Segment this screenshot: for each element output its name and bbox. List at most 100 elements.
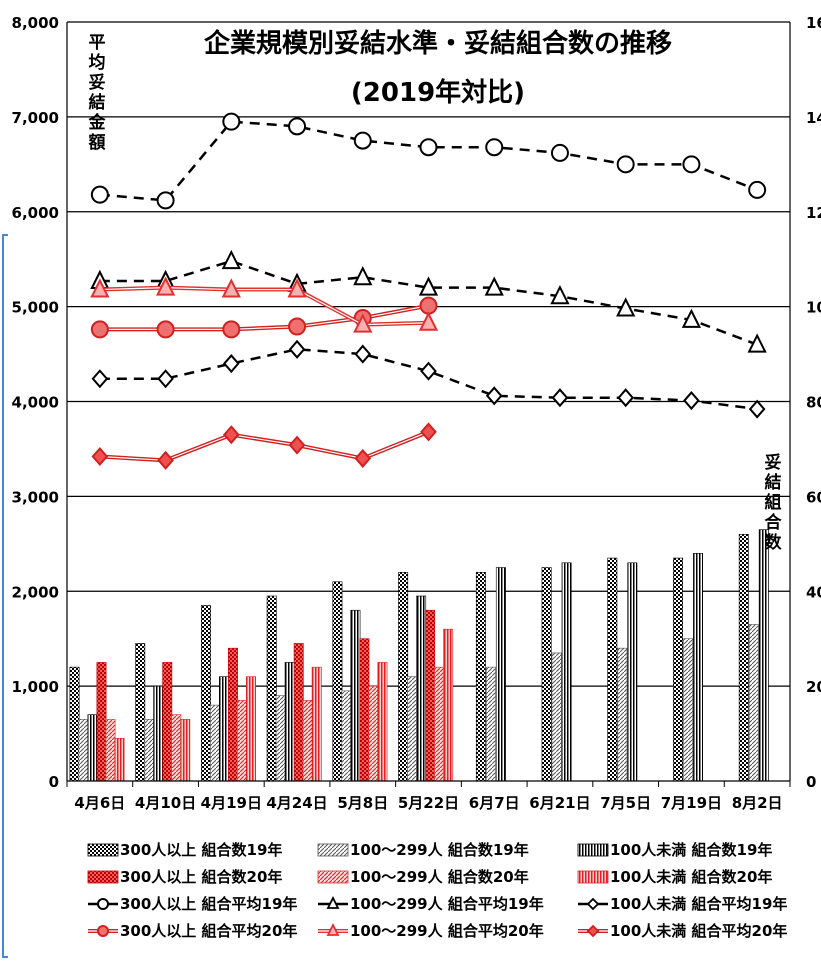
legend-label: 300人以上 組合数19年 [120, 841, 282, 859]
lines-group [90, 112, 767, 470]
data-point [156, 320, 175, 339]
legend-item: 300人以上 組合数20年 [87, 868, 282, 886]
axis-label-char: 数 [765, 532, 783, 553]
x-tick-label: 6月7日 [469, 794, 520, 812]
bar [78, 719, 89, 782]
bar [407, 676, 418, 782]
bar [377, 662, 388, 782]
bar [673, 557, 684, 782]
data-point [353, 313, 373, 333]
data-point [353, 265, 373, 286]
series-line [99, 430, 430, 463]
y-axis-right-label: 妥結組合数 [765, 453, 783, 553]
data-point [485, 138, 504, 157]
legend-item: 100～299人 組合平均20年 [318, 922, 544, 940]
legend-swatch [87, 843, 119, 857]
bar [607, 557, 618, 782]
data-point [551, 388, 569, 408]
axis-label-char: 妥 [765, 453, 782, 473]
data-point [748, 399, 766, 419]
y-left-tick-label: 2,000 [12, 583, 59, 601]
bar [738, 534, 749, 782]
bar [693, 552, 704, 782]
bar [485, 666, 496, 782]
axis-label-char: 合 [765, 512, 783, 533]
legend-marker [586, 897, 600, 911]
bar [475, 571, 486, 782]
data-point [681, 308, 702, 328]
legend-label: 100人未満 組合数20年 [610, 868, 772, 886]
legend-item: 300人以上 組合平均19年 [88, 895, 297, 913]
y-right-tick-label: 60 [806, 488, 821, 506]
bar [69, 666, 80, 782]
line-series [90, 296, 438, 339]
bar [105, 719, 116, 782]
bar [617, 647, 628, 782]
legend: 300人以上 組合数19年 100～299人 組合数19年 100人未満 組合数19… [87, 841, 787, 940]
y-right-tick-label: 120 [806, 204, 821, 222]
y-left-tick-label: 4,000 [12, 394, 59, 412]
axis-label-char: 組 [765, 492, 782, 513]
bar [210, 704, 220, 782]
bar [350, 609, 361, 782]
bar [293, 643, 304, 782]
y-right-tick-label: 100 [806, 299, 821, 317]
bar [368, 685, 379, 782]
legend-item: 100人未満 組合数19年 [577, 841, 772, 859]
data-point [222, 425, 240, 445]
axis-label-char: 均 [89, 52, 106, 73]
data-point [90, 278, 110, 298]
data-point [221, 249, 241, 270]
data-point [90, 320, 109, 339]
y-left-tick-label: 6,000 [12, 204, 59, 222]
series-line [99, 431, 429, 461]
series-line [99, 287, 429, 326]
bar [434, 666, 445, 782]
bar [495, 567, 506, 782]
y-left-tick-label: 8,000 [12, 14, 59, 32]
data-point [91, 447, 109, 467]
x-tick-label: 8月2日 [732, 794, 783, 812]
line-series [90, 112, 767, 210]
data-point [91, 369, 109, 389]
legend-marker [586, 924, 600, 938]
data-point [485, 386, 503, 406]
data-point [288, 435, 306, 455]
data-point [420, 422, 437, 442]
bar [266, 595, 277, 782]
axis-label-char: 金 [88, 112, 107, 133]
bar [87, 714, 98, 782]
legend-label: 300人以上 組合平均19年 [120, 895, 297, 913]
legend-swatch [87, 870, 119, 884]
data-point [287, 278, 307, 298]
legend-swatch [577, 870, 609, 884]
legend-label: 300人以上 組合数20年 [120, 868, 282, 886]
x-tick-label: 4月6日 [74, 794, 125, 812]
legend-marker [326, 895, 340, 909]
data-point [354, 344, 372, 364]
series-line [99, 305, 429, 330]
y-right-tick-label: 40 [806, 583, 821, 601]
legend-item: 100人未満 組合平均19年 [578, 895, 787, 913]
data-point [156, 191, 175, 210]
bar [302, 700, 313, 782]
legend-item: 100～299人 組合数19年 [317, 841, 529, 859]
line-series [90, 249, 767, 353]
bar [219, 676, 229, 782]
bar [443, 628, 454, 782]
y-right-tick-label: 0 [806, 773, 816, 791]
line-series [91, 422, 437, 470]
bar [246, 676, 256, 782]
data-point [616, 297, 636, 317]
bar [237, 700, 247, 782]
x-tick-label: 5月8日 [337, 794, 388, 812]
bar [96, 662, 107, 782]
data-point [353, 131, 372, 150]
legend-marker [97, 898, 109, 910]
y-right-tick-label: 80 [806, 394, 821, 412]
y-left-tick-label: 3,000 [12, 488, 59, 506]
bar [551, 652, 562, 782]
data-point [222, 354, 240, 374]
